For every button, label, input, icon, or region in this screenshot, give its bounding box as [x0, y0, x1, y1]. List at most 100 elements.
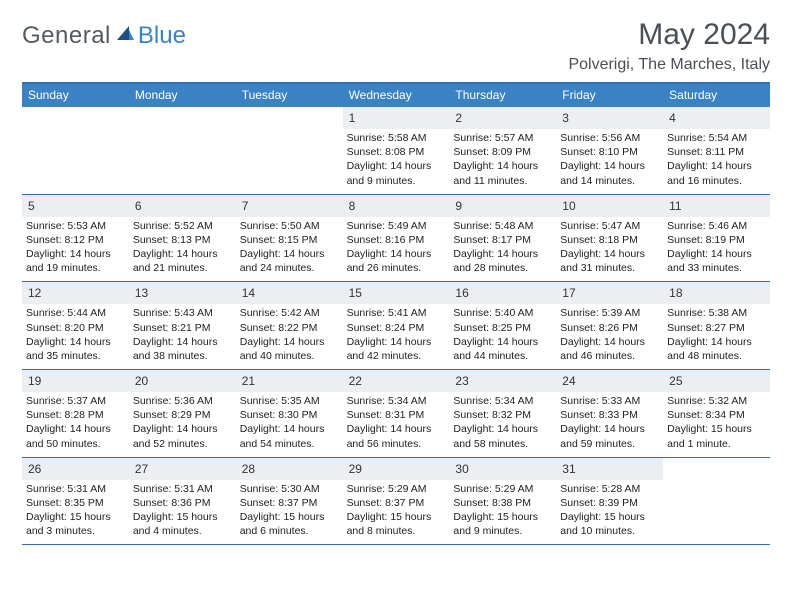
- day-cell: [22, 107, 129, 194]
- sunset-line: Sunset: 8:28 PM: [26, 408, 125, 422]
- sunset-line: Sunset: 8:22 PM: [240, 321, 339, 335]
- day-number: 31: [562, 462, 575, 476]
- daylight-line: and 40 minutes.: [240, 349, 339, 363]
- daylight-line: Daylight: 14 hours: [347, 247, 446, 261]
- daylight-line: and 58 minutes.: [453, 437, 552, 451]
- day-number: 15: [349, 286, 362, 300]
- daynum-row: 30: [449, 458, 556, 480]
- sunrise-line: Sunrise: 5:57 AM: [453, 131, 552, 145]
- daylight-line: Daylight: 15 hours: [347, 510, 446, 524]
- daynum-row: 3: [556, 107, 663, 129]
- day-cell: 24Sunrise: 5:33 AMSunset: 8:33 PMDayligh…: [556, 370, 663, 457]
- daynum-row: 19: [22, 370, 129, 392]
- daylight-line: Daylight: 15 hours: [240, 510, 339, 524]
- daynum-row: 5: [22, 195, 129, 217]
- day-cell: 7Sunrise: 5:50 AMSunset: 8:15 PMDaylight…: [236, 195, 343, 282]
- day-cell: 9Sunrise: 5:48 AMSunset: 8:17 PMDaylight…: [449, 195, 556, 282]
- daylight-line: Daylight: 15 hours: [453, 510, 552, 524]
- day-number: 4: [669, 111, 676, 125]
- daylight-line: and 33 minutes.: [667, 261, 766, 275]
- month-title: May 2024: [568, 18, 770, 52]
- sunrise-line: Sunrise: 5:31 AM: [26, 482, 125, 496]
- daylight-line: and 54 minutes.: [240, 437, 339, 451]
- daylight-line: Daylight: 15 hours: [26, 510, 125, 524]
- daylight-line: and 3 minutes.: [26, 524, 125, 538]
- daylight-line: Daylight: 14 hours: [26, 335, 125, 349]
- day-number: 26: [28, 462, 41, 476]
- daylight-line: Daylight: 14 hours: [240, 247, 339, 261]
- daynum-row: 31: [556, 458, 663, 480]
- daylight-line: and 19 minutes.: [26, 261, 125, 275]
- sunrise-line: Sunrise: 5:38 AM: [667, 306, 766, 320]
- daylight-line: Daylight: 14 hours: [453, 159, 552, 173]
- sunset-line: Sunset: 8:13 PM: [133, 233, 232, 247]
- day-number: 11: [669, 199, 681, 213]
- day-cell: 31Sunrise: 5:28 AMSunset: 8:39 PMDayligh…: [556, 458, 663, 545]
- week-row: 26Sunrise: 5:31 AMSunset: 8:35 PMDayligh…: [22, 458, 770, 546]
- daylight-line: and 42 minutes.: [347, 349, 446, 363]
- daynum-row: 29: [343, 458, 450, 480]
- day-cell: 12Sunrise: 5:44 AMSunset: 8:20 PMDayligh…: [22, 282, 129, 369]
- daynum-row: 20: [129, 370, 236, 392]
- day-number: 18: [669, 286, 682, 300]
- calendar-page: General Blue May 2024 Polverigi, The Mar…: [0, 0, 792, 557]
- day-number: 29: [349, 462, 362, 476]
- daynum-row: 24: [556, 370, 663, 392]
- day-number: 16: [455, 286, 468, 300]
- sunset-line: Sunset: 8:17 PM: [453, 233, 552, 247]
- sunset-line: Sunset: 8:12 PM: [26, 233, 125, 247]
- week-row: 1Sunrise: 5:58 AMSunset: 8:08 PMDaylight…: [22, 107, 770, 195]
- sunset-line: Sunset: 8:30 PM: [240, 408, 339, 422]
- day-number: 3: [562, 111, 569, 125]
- day-number: 28: [242, 462, 255, 476]
- sunrise-line: Sunrise: 5:33 AM: [560, 394, 659, 408]
- day-cell: 26Sunrise: 5:31 AMSunset: 8:35 PMDayligh…: [22, 458, 129, 545]
- week-row: 5Sunrise: 5:53 AMSunset: 8:12 PMDaylight…: [22, 195, 770, 283]
- daynum-row: 27: [129, 458, 236, 480]
- sunrise-line: Sunrise: 5:39 AM: [560, 306, 659, 320]
- sunrise-line: Sunrise: 5:34 AM: [453, 394, 552, 408]
- sunset-line: Sunset: 8:36 PM: [133, 496, 232, 510]
- daylight-line: and 8 minutes.: [347, 524, 446, 538]
- daylight-line: Daylight: 14 hours: [453, 247, 552, 261]
- weekday-header: Tuesday: [236, 84, 343, 107]
- daylight-line: Daylight: 14 hours: [560, 247, 659, 261]
- week-row: 12Sunrise: 5:44 AMSunset: 8:20 PMDayligh…: [22, 282, 770, 370]
- day-cell: 27Sunrise: 5:31 AMSunset: 8:36 PMDayligh…: [129, 458, 236, 545]
- daynum-row: 23: [449, 370, 556, 392]
- daynum-row: 28: [236, 458, 343, 480]
- daynum-row: 12: [22, 282, 129, 304]
- day-number: 20: [135, 374, 148, 388]
- daylight-line: and 59 minutes.: [560, 437, 659, 451]
- daylight-line: and 9 minutes.: [453, 524, 552, 538]
- daynum-row: 25: [663, 370, 770, 392]
- sunrise-line: Sunrise: 5:37 AM: [26, 394, 125, 408]
- daylight-line: Daylight: 14 hours: [347, 335, 446, 349]
- daylight-line: and 1 minute.: [667, 437, 766, 451]
- daynum-row: 13: [129, 282, 236, 304]
- sunset-line: Sunset: 8:09 PM: [453, 145, 552, 159]
- daynum-row: 1: [343, 107, 450, 129]
- sunrise-line: Sunrise: 5:36 AM: [133, 394, 232, 408]
- sunset-line: Sunset: 8:31 PM: [347, 408, 446, 422]
- day-cell: 25Sunrise: 5:32 AMSunset: 8:34 PMDayligh…: [663, 370, 770, 457]
- daynum-row: 22: [343, 370, 450, 392]
- daynum-row: 10: [556, 195, 663, 217]
- sunrise-line: Sunrise: 5:29 AM: [347, 482, 446, 496]
- daylight-line: Daylight: 14 hours: [453, 335, 552, 349]
- daylight-line: and 35 minutes.: [26, 349, 125, 363]
- day-cell: 21Sunrise: 5:35 AMSunset: 8:30 PMDayligh…: [236, 370, 343, 457]
- daynum-row: 14: [236, 282, 343, 304]
- day-cell: 14Sunrise: 5:42 AMSunset: 8:22 PMDayligh…: [236, 282, 343, 369]
- logo-text-blue: Blue: [138, 22, 186, 50]
- daylight-line: and 48 minutes.: [667, 349, 766, 363]
- day-cell: 20Sunrise: 5:36 AMSunset: 8:29 PMDayligh…: [129, 370, 236, 457]
- daylight-line: Daylight: 14 hours: [26, 422, 125, 436]
- daylight-line: Daylight: 14 hours: [560, 159, 659, 173]
- daylight-line: and 21 minutes.: [133, 261, 232, 275]
- day-number: 21: [242, 374, 255, 388]
- sunrise-line: Sunrise: 5:52 AM: [133, 219, 232, 233]
- daylight-line: Daylight: 14 hours: [133, 335, 232, 349]
- day-number: 8: [349, 199, 356, 213]
- day-cell: 11Sunrise: 5:46 AMSunset: 8:19 PMDayligh…: [663, 195, 770, 282]
